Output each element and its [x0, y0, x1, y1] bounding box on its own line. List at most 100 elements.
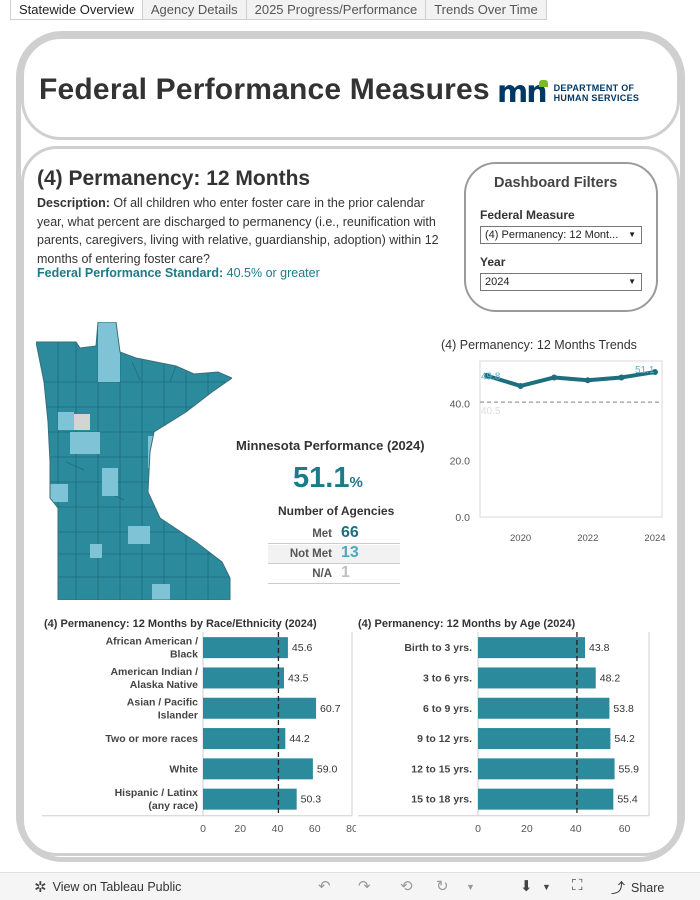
category-label: 6 to 9 yrs.	[423, 703, 472, 715]
category-label: White	[169, 763, 198, 775]
trend-point	[652, 369, 658, 376]
bar	[478, 637, 585, 659]
trend-point	[618, 374, 625, 381]
bar	[203, 637, 288, 659]
agencies-na-row: N/A 1	[268, 564, 400, 584]
fullscreen-icon[interactable]: ⛶	[572, 877, 583, 894]
refresh-dropdown-icon[interactable]: ▼	[466, 882, 475, 892]
bar	[203, 788, 297, 810]
tab-progress-performance[interactable]: 2025 Progress/Performance	[245, 0, 427, 20]
race-chart-title: (4) Permanency: 12 Months by Race/Ethnic…	[44, 618, 317, 630]
tab-bar: Statewide Overview Agency Details 2025 P…	[10, 0, 547, 20]
y-tick-label: 20.0	[450, 455, 471, 467]
bar-value-label: 45.6	[292, 642, 313, 654]
download-icon[interactable]: ⬇	[520, 878, 533, 895]
bar-value-label: 60.7	[320, 703, 341, 715]
federal-measure-select[interactable]: (4) Permanency: 12 Mont... ▼	[480, 226, 642, 244]
met-label: Met	[312, 528, 332, 540]
minnesota-county-map[interactable]	[36, 322, 232, 600]
bar-value-label: 54.2	[614, 733, 635, 745]
dropdown-arrow-icon: ▼	[628, 277, 636, 286]
bar	[478, 697, 610, 719]
description-text: Of all children who enter foster care in…	[37, 196, 439, 266]
x-tick-label: 20	[521, 823, 533, 835]
logo-line-1: DEPARTMENT OF	[553, 83, 635, 93]
undo-icon[interactable]: ↶	[318, 878, 331, 895]
share-button[interactable]: ⤴ Share	[611, 878, 664, 898]
trend-point	[484, 372, 490, 379]
measure-title: (4) Permanency: 12 Months	[37, 167, 311, 190]
year-select[interactable]: 2024 ▼	[480, 273, 642, 291]
bar	[478, 728, 611, 750]
x-tick-label: 80	[346, 823, 356, 835]
kpi-title: Minnesota Performance (2024)	[236, 438, 425, 453]
x-tick-label: 2022	[577, 533, 598, 544]
footer-toolbar	[0, 872, 700, 900]
bar	[203, 728, 286, 750]
bar-value-label: 50.3	[301, 794, 322, 806]
age-chart-title: (4) Permanency: 12 Months by Age (2024)	[358, 618, 576, 630]
header-panel	[21, 36, 680, 140]
description-label: Description:	[37, 196, 110, 210]
bar	[203, 697, 317, 719]
age-bar-chart[interactable]: Birth to 3 yrs. 43.8 3 to 6 yrs. 48.2 6 to 9…	[356, 632, 656, 842]
agencies-met-row: Met 66	[268, 524, 400, 544]
bar-value-label: 48.2	[600, 672, 621, 684]
tab-trends-over-time[interactable]: Trends Over Time	[425, 0, 547, 20]
share-icon: ⤴	[611, 880, 625, 896]
category-label: 15 to 18 yrs.	[411, 794, 472, 806]
x-tick-label: 0	[475, 823, 481, 835]
trend-point	[551, 374, 558, 381]
download-dropdown-icon[interactable]: ▼	[542, 882, 551, 892]
federal-measure-value: (4) Permanency: 12 Mont...	[485, 229, 619, 241]
x-tick-label: 2024	[644, 533, 665, 544]
plot-area-border	[479, 360, 663, 518]
redo-icon[interactable]: ↷	[358, 878, 371, 895]
first-value-label: 49.8	[481, 372, 501, 383]
x-tick-label: 60	[619, 823, 631, 835]
bar	[478, 667, 596, 689]
share-label: Share	[631, 881, 665, 895]
met-value: 66	[341, 524, 359, 541]
na-value: 1	[341, 564, 350, 581]
bar	[478, 758, 615, 780]
x-tick-label: 40	[570, 823, 582, 835]
x-tick-label: 60	[309, 823, 321, 835]
na-label: N/A	[312, 568, 332, 580]
y-tick-label: 0.0	[455, 512, 470, 524]
bar-value-label: 53.8	[613, 703, 634, 715]
bar-value-label: 44.2	[289, 733, 310, 745]
standard-label: Federal Performance Standard:	[37, 266, 224, 280]
revert-icon[interactable]: ⟲	[400, 878, 413, 895]
tab-statewide-overview[interactable]: Statewide Overview	[10, 0, 143, 20]
trend-line-chart[interactable]: 0.0 20.0 40.0 2020 2022 2024 40.5 49.8 51.1	[440, 355, 670, 545]
federal-measure-label: Federal Measure	[480, 208, 575, 222]
race-ethnicity-bar-chart[interactable]: African American / Black 45.6 American Indi…	[40, 632, 356, 842]
bar	[203, 667, 285, 689]
trend-point	[584, 377, 591, 384]
bar-value-label: 43.5	[288, 672, 309, 684]
logo-line-2: HUMAN SERVICES	[553, 93, 640, 103]
mn-logo-icon: mn	[497, 75, 548, 110]
category-label: Birth to 3 yrs.	[404, 642, 472, 654]
last-value-label: 51.1	[635, 365, 655, 376]
category-label: Asian / Pacific Islander	[127, 696, 198, 721]
trend-line	[486, 370, 656, 388]
page-title: Federal Performance Measures	[39, 73, 490, 106]
bar-value-label: 55.4	[617, 794, 638, 806]
category-label: Hispanic / Latinx (any race)	[115, 787, 199, 812]
performance-standard: Federal Performance Standard: 40.5% or g…	[37, 266, 320, 280]
bar-value-label: 43.8	[589, 642, 610, 654]
category-label: African American / Black	[106, 636, 199, 661]
notmet-value: 13	[341, 544, 359, 561]
category-label: American Indian / Alaska Native	[110, 666, 198, 691]
x-tick-label: 0	[200, 823, 206, 835]
year-value: 2024	[485, 276, 510, 288]
trend-chart-title: (4) Permanency: 12 Months Trends	[441, 338, 637, 352]
view-on-tableau-link[interactable]: ✲ View on Tableau Public	[34, 878, 181, 896]
refresh-icon[interactable]: ↻	[436, 878, 449, 895]
agencies-notmet-row: Not Met 13	[268, 544, 400, 564]
x-tick-label: 2020	[510, 533, 531, 544]
tab-agency-details[interactable]: Agency Details	[141, 0, 247, 20]
x-tick-label: 40	[272, 823, 284, 835]
